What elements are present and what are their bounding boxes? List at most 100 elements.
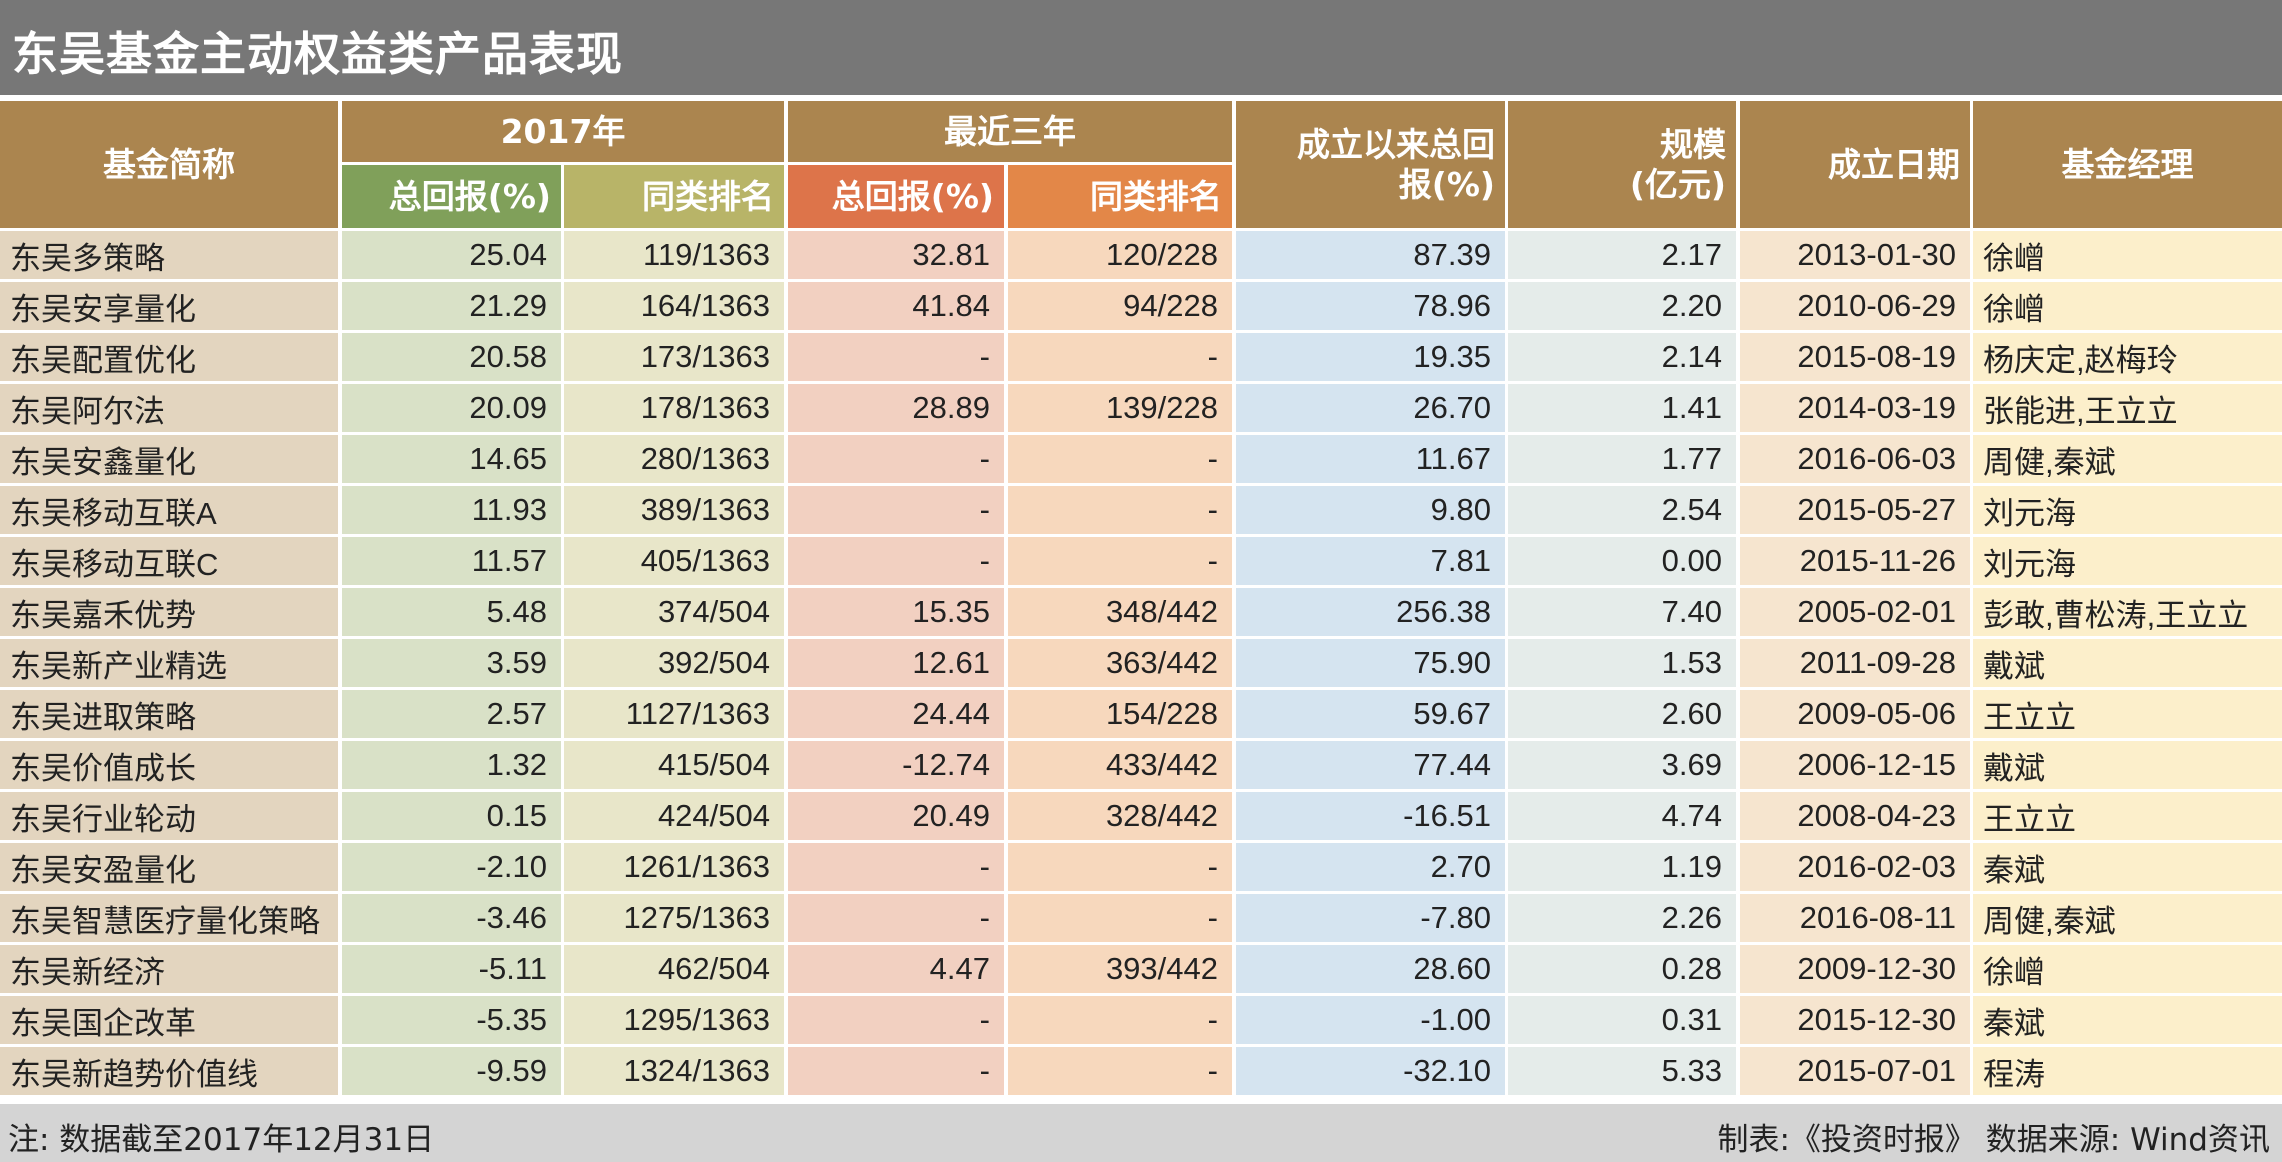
title-bar: 东吴基金主动权益类产品表现 xyxy=(0,0,2282,95)
fund-name-cell: 东吴安享量化 xyxy=(0,282,338,330)
return-since-inception-cell: 11.67 xyxy=(1236,435,1505,483)
table-row: 东吴智慧医疗量化策略 -3.46 1275/1363- - -7.80 2.26 2016-… xyxy=(0,894,2282,942)
fund-name-cell: 东吴新趋势价值线 xyxy=(0,1047,338,1095)
inception-date-cell: 2006-12-15 xyxy=(1740,741,1970,789)
fund-name-cell: 东吴多策略 xyxy=(0,231,338,279)
rank-3y-cell: - xyxy=(1008,333,1232,381)
fund-manager-cell: 张能进,王立立 xyxy=(1973,384,2282,432)
fund-name-cell: 东吴新经济 xyxy=(0,945,338,993)
rank-3y-cell: 139/228 xyxy=(1008,384,1232,432)
table-row: 东吴价值成长 1.32 415/504 -12.74 433/442 77.44 3.69 2… xyxy=(0,741,2282,789)
table-row: 东吴移动互联C 11.57 405/1363- -7.81 0.00 2015-11-26… xyxy=(0,537,2282,585)
return-3y-cell: 20.49 xyxy=(788,792,1004,840)
rank-3y-cell: 348/442 xyxy=(1008,588,1232,636)
fund-manager-cell: 彭敢,曹松涛,王立立 xyxy=(1973,588,2282,636)
fund-size-cell: 0.31 xyxy=(1508,996,1736,1044)
rank-3y-cell: 328/442 xyxy=(1008,792,1232,840)
header-size-line1: 规模 xyxy=(1660,124,1726,164)
rank-2017-cell: 389/1363 xyxy=(564,486,784,534)
return-3y-cell: 32.81 xyxy=(788,231,1004,279)
rank-3y-cell: - xyxy=(1008,843,1232,891)
rank-2017-cell: 1127/1363 xyxy=(564,690,784,738)
fund-manager-cell: 王立立 xyxy=(1973,690,2282,738)
fund-manager-cell: 秦斌 xyxy=(1973,996,2282,1044)
inception-date-cell: 2009-12-30 xyxy=(1740,945,1970,993)
return-3y-cell: -12.74 xyxy=(788,741,1004,789)
header-2017-rank: 同类排名 xyxy=(564,165,784,228)
rank-2017-cell: 374/504 xyxy=(564,588,784,636)
rank-2017-cell: 1295/1363 xyxy=(564,996,784,1044)
rank-3y-cell: - xyxy=(1008,996,1232,1044)
inception-date-cell: 2005-02-01 xyxy=(1740,588,1970,636)
rank-3y-cell: - xyxy=(1008,486,1232,534)
table-row: 东吴行业轮动 0.15 424/504 20.49 328/442 -16.51 4.74 2… xyxy=(0,792,2282,840)
rank-2017-cell: 392/504 xyxy=(564,639,784,687)
fund-name-cell: 东吴行业轮动 xyxy=(0,792,338,840)
rank-3y-cell: - xyxy=(1008,894,1232,942)
inception-date-cell: 2015-07-01 xyxy=(1740,1047,1970,1095)
table-row: 东吴安鑫量化 14.65 280/1363- -11.67 1.77 2016-06-03… xyxy=(0,435,2282,483)
fund-manager-cell: 程涛 xyxy=(1973,1047,2282,1095)
return-2017-cell: 20.09 xyxy=(342,384,561,432)
return-2017-cell: 20.58 xyxy=(342,333,561,381)
return-since-inception-cell: -16.51 xyxy=(1236,792,1505,840)
table-row: 东吴进取策略 2.57 1127/1363 24.44 154/228 59.67 2.60… xyxy=(0,690,2282,738)
inception-date-cell: 2011-09-28 xyxy=(1740,639,1970,687)
fund-name-cell: 东吴国企改革 xyxy=(0,996,338,1044)
rank-3y-cell: - xyxy=(1008,1047,1232,1095)
return-2017-cell: 25.04 xyxy=(342,231,561,279)
fund-size-cell: 5.33 xyxy=(1508,1047,1736,1095)
return-since-inception-cell: -7.80 xyxy=(1236,894,1505,942)
return-3y-cell: - xyxy=(788,843,1004,891)
rank-2017-cell: 1275/1363 xyxy=(564,894,784,942)
return-since-inception-cell: 77.44 xyxy=(1236,741,1505,789)
fund-size-cell: 2.17 xyxy=(1508,231,1736,279)
header-since-inception-line2: 报(%) xyxy=(1398,164,1495,204)
rank-2017-cell: 1261/1363 xyxy=(564,843,784,891)
return-2017-cell: 21.29 xyxy=(342,282,561,330)
inception-date-cell: 2008-04-23 xyxy=(1740,792,1970,840)
header-2017-return: 总回报(%) xyxy=(342,165,561,228)
fund-size-cell: 0.28 xyxy=(1508,945,1736,993)
fund-name-cell: 东吴智慧医疗量化策略 xyxy=(0,894,338,942)
fund-name-cell: 东吴阿尔法 xyxy=(0,384,338,432)
return-since-inception-cell: -32.10 xyxy=(1236,1047,1505,1095)
fund-size-cell: 0.00 xyxy=(1508,537,1736,585)
return-since-inception-cell: 7.81 xyxy=(1236,537,1505,585)
inception-date-cell: 2015-11-26 xyxy=(1740,537,1970,585)
return-2017-cell: -5.35 xyxy=(342,996,561,1044)
table-row: 东吴安享量化 21.29 164/1363 41.84 94/228 78.96 2.20 2… xyxy=(0,282,2282,330)
fund-name-cell: 东吴安鑫量化 xyxy=(0,435,338,483)
return-3y-cell: 41.84 xyxy=(788,282,1004,330)
table-row: 东吴国企改革 -5.35 1295/1363- - -1.00 0.31 2015-12-3… xyxy=(0,996,2282,1044)
return-since-inception-cell: 9.80 xyxy=(1236,486,1505,534)
rank-2017-cell: 415/504 xyxy=(564,741,784,789)
fund-size-cell: 7.40 xyxy=(1508,588,1736,636)
rank-3y-cell: - xyxy=(1008,537,1232,585)
inception-date-cell: 2014-03-19 xyxy=(1740,384,1970,432)
fund-name-cell: 东吴配置优化 xyxy=(0,333,338,381)
fund-size-cell: 3.69 xyxy=(1508,741,1736,789)
fund-name-cell: 东吴进取策略 xyxy=(0,690,338,738)
header-group-2017: 2017年 xyxy=(342,101,784,162)
fund-manager-cell: 王立立 xyxy=(1973,792,2282,840)
return-2017-cell: 14.65 xyxy=(342,435,561,483)
header-3y-return: 总回报(%) xyxy=(788,165,1004,228)
fund-name-cell: 东吴安盈量化 xyxy=(0,843,338,891)
fund-manager-cell: 戴斌 xyxy=(1973,741,2282,789)
return-since-inception-cell: 28.60 xyxy=(1236,945,1505,993)
page-title: 东吴基金主动权益类产品表现 xyxy=(12,27,623,81)
rank-2017-cell: 462/504 xyxy=(564,945,784,993)
rank-2017-cell: 164/1363 xyxy=(564,282,784,330)
return-2017-cell: 2.57 xyxy=(342,690,561,738)
header-fund-name: 基金简称 xyxy=(0,101,338,228)
footer-note: 注: 数据截至2017年12月31日 xyxy=(8,1122,435,1158)
return-3y-cell: 12.61 xyxy=(788,639,1004,687)
return-since-inception-cell: 78.96 xyxy=(1236,282,1505,330)
fund-size-cell: 4.74 xyxy=(1508,792,1736,840)
rank-3y-cell: 94/228 xyxy=(1008,282,1232,330)
inception-date-cell: 2013-01-30 xyxy=(1740,231,1970,279)
fund-size-cell: 2.60 xyxy=(1508,690,1736,738)
inception-date-cell: 2015-08-19 xyxy=(1740,333,1970,381)
fund-size-cell: 2.54 xyxy=(1508,486,1736,534)
